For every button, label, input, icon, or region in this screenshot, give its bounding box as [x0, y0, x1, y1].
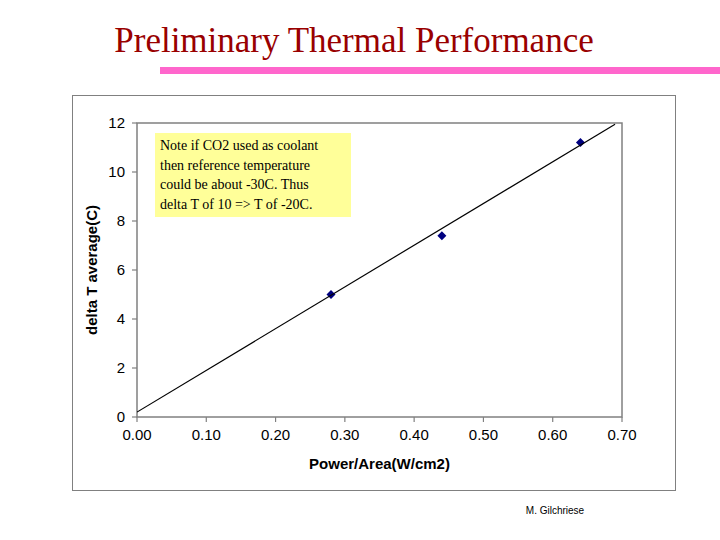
y-tick [132, 367, 137, 368]
x-tick [206, 417, 207, 422]
x-tick [621, 417, 622, 422]
x-tick-label: 0.00 [122, 426, 151, 443]
x-tick [136, 417, 137, 422]
y-tick [132, 171, 137, 172]
y-tick [132, 220, 137, 221]
y-tick-label: 10 [108, 163, 125, 180]
y-tick [132, 122, 137, 123]
y-tick-label: 0 [117, 408, 125, 425]
x-axis-label: Power/Area(W/cm2) [309, 455, 450, 472]
x-tick [552, 417, 553, 422]
x-tick [275, 417, 276, 422]
plot-area [137, 123, 622, 417]
slide: Preliminary Thermal Performance 0.00 0.10 0… [0, 0, 720, 540]
author: M. Gilchriese [526, 505, 585, 516]
title-underline [160, 67, 720, 74]
y-tick-label: 4 [117, 310, 125, 327]
x-tick-label: 0.20 [261, 426, 290, 443]
annotation-box [155, 133, 351, 217]
x-tick [414, 417, 415, 422]
trend-line [137, 124, 615, 412]
x-tick [483, 417, 484, 422]
y-tick [132, 269, 137, 270]
x-tick [344, 417, 345, 422]
annotation-text: could be about -30C. Thus [160, 177, 309, 192]
y-tick [132, 416, 137, 417]
slide-title: Preliminary Thermal Performance [114, 21, 593, 60]
y-tick-label: 6 [117, 261, 125, 278]
annotation-text: then reference temperature [160, 158, 310, 173]
y-axis-label: delta T average(C) [83, 205, 100, 335]
marks [137, 124, 615, 412]
y-tick-label: 2 [117, 359, 125, 376]
x-tick-label: 0.50 [469, 426, 498, 443]
y-tick [132, 318, 137, 319]
annotation-text: Note if CO2 used as coolant [160, 138, 318, 153]
x-tick-label: 0.10 [192, 426, 221, 443]
y-tick-label: 8 [117, 212, 125, 229]
y-tick-label: 12 [108, 114, 125, 131]
x-tick-label: 0.60 [538, 426, 567, 443]
x-tick-label: 0.30 [330, 426, 359, 443]
data-point [437, 231, 446, 240]
annotation-text: delta T of 10 => T of -20C. [160, 197, 312, 212]
chart-frame [73, 96, 676, 491]
x-tick-label: 0.70 [607, 426, 636, 443]
x-tick-label: 0.40 [400, 426, 429, 443]
